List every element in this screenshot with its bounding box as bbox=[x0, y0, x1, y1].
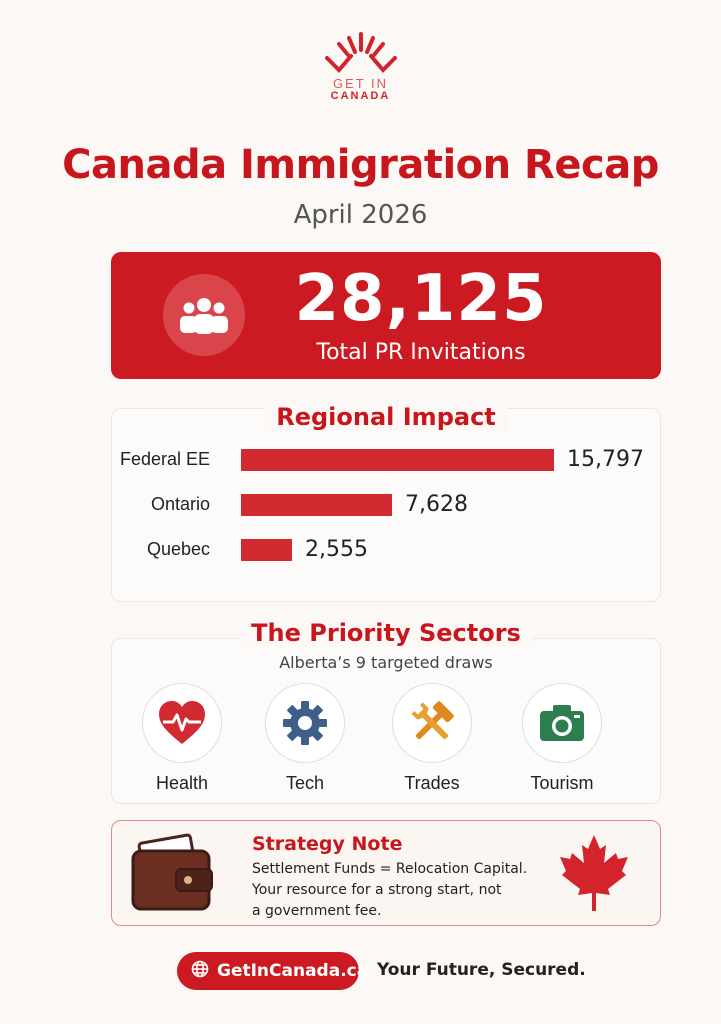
bar-label: Quebec bbox=[146, 539, 210, 559]
page-subtitle: April 2026 bbox=[293, 200, 428, 230]
logo-text-top: GET IN bbox=[332, 76, 389, 91]
people-group-icon bbox=[163, 274, 245, 356]
total-invitations-label: Total PR Invitations bbox=[316, 340, 526, 365]
bar bbox=[241, 539, 292, 561]
logo-text-bottom: CANADA bbox=[330, 90, 391, 102]
wallet-icon bbox=[130, 831, 216, 919]
page-title: Canada Immigration Recap bbox=[62, 142, 659, 188]
sector-label: Trades bbox=[404, 773, 460, 793]
globe-icon bbox=[191, 960, 209, 983]
tagline: Your Future, Secured. bbox=[377, 960, 586, 980]
heart-pulse-icon bbox=[142, 683, 222, 763]
priority-sectors-title: The Priority Sectors bbox=[112, 619, 660, 647]
bar-row: Quebec 2,555 bbox=[112, 535, 660, 565]
sector-label: Health bbox=[155, 773, 209, 793]
bar bbox=[241, 449, 554, 471]
sector-trades: Trades bbox=[387, 683, 477, 794]
sector-tourism: Tourism bbox=[517, 683, 607, 794]
total-invitations-value: 28,125 bbox=[294, 262, 548, 336]
sector-health: Health bbox=[137, 683, 227, 794]
priority-sectors-subtitle: Alberta’s 9 targeted draws bbox=[279, 653, 493, 672]
regional-impact-title: Regional Impact bbox=[112, 403, 660, 431]
regional-impact-card: Regional Impact Federal EE 15,797 Ontario 7… bbox=[111, 403, 661, 602]
bar-value: 2,555 bbox=[305, 537, 368, 562]
website-link[interactable]: GetInCanada.ca bbox=[177, 952, 368, 990]
sector-tech: Tech bbox=[260, 683, 350, 794]
website-label: GetInCanada.ca bbox=[217, 961, 369, 981]
bar-value: 7,628 bbox=[405, 492, 468, 517]
bar-row: Federal EE 15,797 bbox=[112, 445, 660, 475]
strategy-note-title: Strategy Note bbox=[252, 833, 403, 855]
bar-value: 15,797 bbox=[567, 447, 644, 472]
sunburst-logo-icon bbox=[324, 32, 397, 73]
bar-label: Ontario bbox=[150, 494, 210, 514]
strategy-note-card: Strategy Note Settlement Funds = Relocat… bbox=[111, 820, 661, 926]
priority-sectors-card: The Priority Sectors Alberta’s 9 targete… bbox=[111, 619, 661, 804]
tools-icon bbox=[392, 683, 472, 763]
brand-logo: GET IN CANADA bbox=[0, 30, 721, 102]
sector-label: Tech bbox=[285, 773, 325, 793]
hero-stat-banner: 28,125 Total PR Invitations bbox=[111, 252, 661, 379]
maple-leaf-icon bbox=[558, 833, 630, 917]
bar-label: Federal EE bbox=[119, 449, 210, 469]
bar bbox=[241, 494, 392, 516]
sector-label: Tourism bbox=[530, 773, 594, 793]
gear-icon bbox=[265, 683, 345, 763]
strategy-note-text: Settlement Funds = Relocation Capital. Y… bbox=[252, 861, 528, 919]
camera-icon bbox=[522, 683, 602, 763]
bar-row: Ontario 7,628 bbox=[112, 490, 660, 520]
